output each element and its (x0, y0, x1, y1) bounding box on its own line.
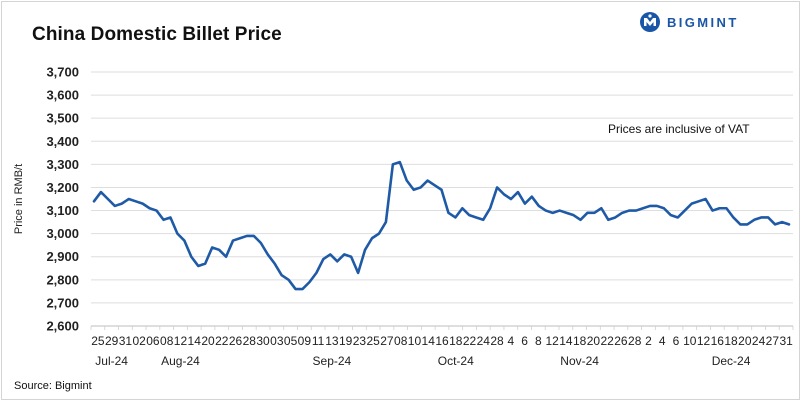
x-tick-label: 22 (600, 334, 614, 348)
x-tick-label: 02 (132, 334, 146, 348)
x-tick-label: 13 (325, 334, 339, 348)
x-tick-label: 18 (724, 334, 738, 348)
x-tick-label: 20 (587, 334, 601, 348)
x-tick-label: 12 (174, 334, 188, 348)
x-tick-label: 14 (559, 334, 573, 348)
x-tick-label: 25 (366, 334, 380, 348)
bigmint-logo-icon (640, 12, 660, 32)
grid-lines (91, 71, 793, 327)
x-tick-label: 24 (752, 334, 766, 348)
x-tick-label: 22 (463, 334, 477, 348)
x-tick-label: 8 (535, 334, 542, 348)
x-tick-label: 27 (766, 334, 780, 348)
x-tick-label: 31 (119, 334, 133, 348)
x-tick-label: 18 (573, 334, 587, 348)
x-tick-label: 28 (243, 334, 257, 348)
y-tick-label: 2,700 (46, 295, 79, 310)
x-month-label: Dec-24 (712, 354, 751, 368)
y-tick-label: 3,100 (46, 203, 79, 218)
x-month-label: Aug-24 (161, 354, 200, 368)
x-tick-label: 16 (711, 334, 725, 348)
x-tick-label: 4 (507, 334, 514, 348)
chart-annotation: Prices are inclusive of VAT (608, 122, 750, 136)
x-axis-ticks (90, 326, 794, 330)
x-tick-label: 24 (477, 334, 491, 348)
x-tick-label: 25 (91, 334, 105, 348)
x-tick-label: 20 (738, 334, 752, 348)
x-tick-label: 26 (229, 334, 243, 348)
x-tick-label: 26 (614, 334, 628, 348)
x-tick-label: 14 (422, 334, 436, 348)
chart-title: China Domestic Billet Price (32, 24, 282, 45)
x-tick-label: 29 (105, 334, 119, 348)
x-tick-label: 10 (408, 334, 422, 348)
x-axis-month-labels: Jul-24 Aug-24 Sep-24 Oct-24 Nov-24 Dec-24 (95, 354, 750, 368)
x-tick-label: 27 (380, 334, 394, 348)
x-tick-label: 6 (521, 334, 528, 348)
x-tick-label: 31 (779, 334, 793, 348)
y-tick-label: 3,500 (46, 111, 79, 126)
y-tick-label: 3,400 (46, 134, 79, 149)
x-axis-day-labels: 25 29 31 02 06 08 12 14 20 22 26 28 30 03 05 09 11 13 19 23… (91, 334, 793, 348)
x-tick-label: 28 (490, 334, 504, 348)
y-axis-label: Price in RMB/t (13, 164, 25, 234)
x-tick-label: 16 (435, 334, 449, 348)
y-tick-label: 2,600 (46, 319, 79, 334)
y-tick-label: 3,300 (46, 157, 79, 172)
x-tick-label: 22 (215, 334, 229, 348)
x-tick-label: 14 (188, 334, 202, 348)
x-tick-label: 4 (659, 334, 666, 348)
brand-logo: BIGMINT (639, 10, 739, 34)
x-tick-label: 12 (545, 334, 559, 348)
y-tick-label: 3,000 (46, 226, 79, 241)
x-tick-label: 6 (673, 334, 680, 348)
x-month-label: Jul-24 (95, 354, 128, 368)
x-month-label: Sep-24 (313, 354, 352, 368)
x-tick-label: 2 (645, 334, 652, 348)
y-tick-label: 2,900 (46, 249, 79, 264)
y-tick-label: 3,700 (46, 65, 79, 80)
x-month-label: Nov-24 (560, 354, 599, 368)
series-line (92, 160, 791, 291)
x-tick-label: 08 (394, 334, 408, 348)
y-tick-label: 2,800 (46, 272, 79, 287)
y-tick-label: 3,600 (46, 88, 79, 103)
y-axis-ticks: 2,600 2,700 2,800 2,900 3,000 3,100 3,200 3,300… (46, 65, 79, 334)
x-tick-label: 09 (298, 334, 312, 348)
x-tick-label: 06 (146, 334, 160, 348)
x-tick-label: 18 (449, 334, 463, 348)
source-note: Source: Bigmint (14, 380, 92, 392)
x-month-label: Oct-24 (438, 354, 474, 368)
x-tick-label: 12 (697, 334, 711, 348)
x-tick-label: 19 (339, 334, 353, 348)
x-tick-label: 05 (284, 334, 298, 348)
x-tick-label: 30 (256, 334, 270, 348)
x-tick-label: 11 (312, 334, 325, 348)
x-tick-label: 03 (270, 334, 284, 348)
brand-name: BIGMINT (667, 14, 739, 30)
x-tick-label: 20 (201, 334, 215, 348)
x-tick-label: 28 (628, 334, 642, 348)
x-tick-label: 23 (353, 334, 367, 348)
y-tick-label: 3,200 (46, 180, 79, 195)
x-tick-label: 08 (160, 334, 174, 348)
x-tick-label: 10 (683, 334, 697, 348)
